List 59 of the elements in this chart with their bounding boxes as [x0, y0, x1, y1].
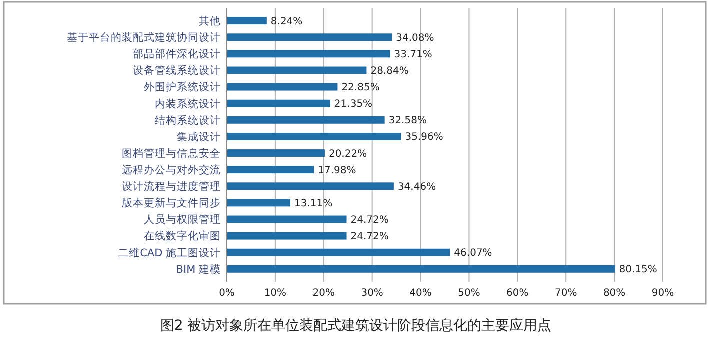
data-label: 22.85% — [342, 82, 380, 94]
bar — [227, 182, 394, 190]
x-tick-label: 70% — [554, 288, 578, 299]
bar — [227, 248, 450, 256]
x-tick-label: 40% — [410, 288, 432, 299]
data-label: 20.22% — [328, 148, 368, 160]
data-label: 8.24% — [270, 16, 303, 28]
bar — [227, 50, 390, 58]
data-label: 24.72% — [350, 232, 389, 243]
y-tick-label: BIM 建模 — [176, 262, 221, 276]
y-tick-label: 部品部件深化设计 — [133, 48, 221, 61]
data-label: 80.15% — [619, 264, 658, 276]
data-label: 17.98% — [318, 165, 356, 176]
x-tick-label: 80% — [603, 288, 626, 299]
bar — [227, 100, 330, 108]
x-tick-label: 30% — [361, 288, 384, 299]
data-label: 21.35% — [334, 99, 373, 110]
y-tick-label: 远程办公与对外交流 — [122, 164, 221, 177]
data-label: 34.08% — [396, 32, 434, 44]
bar — [227, 150, 325, 158]
y-tick-label: 二维CAD 施工图设计 — [118, 246, 221, 260]
y-tick-label: 人员与权限管理 — [144, 213, 221, 226]
bar — [227, 216, 347, 224]
data-label: 28.84% — [370, 66, 409, 77]
y-tick-label: 结构系统设计 — [155, 114, 221, 127]
data-label: 34.46% — [398, 182, 436, 193]
y-tick-label: 版本更新与文件同步 — [122, 196, 221, 210]
data-label: 32.58% — [388, 116, 427, 127]
bar — [227, 232, 347, 240]
data-label: 46.07% — [454, 248, 492, 260]
data-label: 33.71% — [394, 49, 432, 60]
y-tick-label: 在线数字化审图 — [144, 230, 221, 243]
data-label: 35.96% — [405, 132, 444, 144]
bar — [227, 66, 367, 74]
bar — [227, 34, 392, 42]
y-tick-label: 其他 — [199, 14, 221, 28]
x-tick-label: 0% — [219, 288, 235, 299]
y-tick-label: 基于平台的装配式建筑协同设计 — [67, 31, 221, 44]
data-label: 24.72% — [350, 215, 389, 226]
bar — [227, 116, 385, 124]
y-tick-label: 设计流程与进度管理 — [122, 180, 221, 194]
text: 图2 被访对象所在单位装配式建筑设计阶段信息化的主要应用点 — [160, 318, 552, 334]
bar — [227, 166, 314, 174]
y-tick-label: 集成设计 — [177, 130, 221, 144]
x-tick-label: 90% — [652, 288, 674, 299]
x-tick-label: 10% — [264, 288, 287, 299]
y-tick-label: 设备管线系统设计 — [133, 64, 221, 78]
y-tick-label: 内装系统设计 — [155, 97, 221, 110]
bar — [227, 17, 267, 25]
y-tick-label: 图档管理与信息安全 — [122, 146, 221, 160]
data-label: 13.11% — [294, 198, 333, 210]
x-tick-label: 60% — [506, 288, 529, 299]
bar — [227, 265, 616, 273]
x-tick-label: 50% — [458, 288, 480, 299]
bar — [227, 199, 291, 207]
bar — [227, 132, 402, 140]
y-tick-label: 外围护系统设计 — [144, 80, 221, 94]
x-tick-label: 20% — [312, 288, 336, 299]
bar — [227, 83, 338, 91]
